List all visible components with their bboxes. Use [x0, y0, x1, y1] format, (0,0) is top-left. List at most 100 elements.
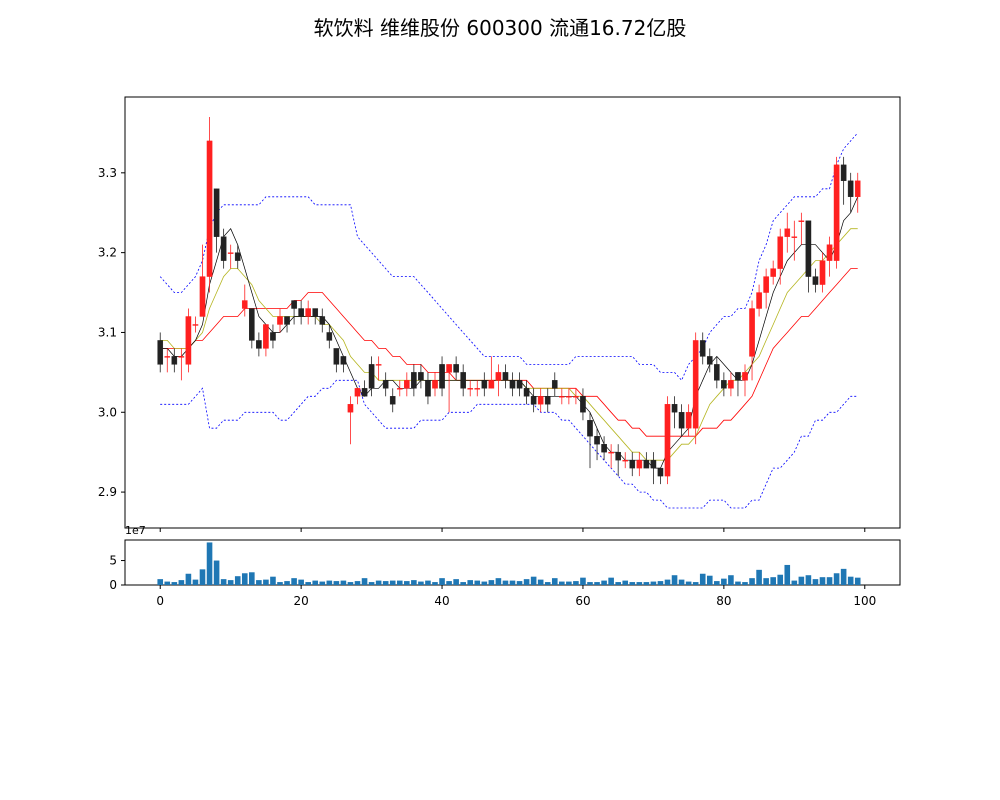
volume-bar — [361, 578, 368, 585]
candle-body — [256, 340, 262, 349]
volume-bar — [608, 577, 614, 585]
volume-bar — [495, 578, 502, 585]
candle-body — [544, 396, 551, 405]
candle-body — [671, 404, 678, 413]
volume-bar — [749, 578, 755, 585]
volume-bar — [178, 580, 185, 585]
volume-bar — [537, 579, 544, 585]
candle-body — [770, 268, 776, 277]
volume-bar — [692, 582, 699, 585]
volume-bar — [298, 579, 304, 585]
volume-bar — [516, 581, 523, 585]
price-ytick-label: 2.9 — [98, 485, 117, 499]
volume-bar — [347, 582, 354, 585]
volume-xtick-label: 20 — [293, 594, 308, 608]
volume-bar — [389, 580, 396, 585]
candle-body — [178, 356, 185, 358]
candle-body — [495, 372, 502, 381]
volume-bar — [615, 582, 621, 585]
candle-body — [530, 396, 537, 405]
volume-bar — [699, 573, 706, 585]
volume-bar — [826, 577, 833, 585]
candle-body — [714, 364, 720, 381]
candle-body — [756, 292, 762, 309]
candle-body — [699, 340, 706, 357]
candle-body — [706, 356, 713, 365]
volume-bar — [812, 579, 819, 585]
volume-bar — [657, 581, 664, 585]
candle-body — [270, 332, 276, 341]
candle-body — [840, 164, 847, 182]
volume-bar — [587, 582, 593, 585]
volume-bar — [312, 580, 319, 585]
volume-bar — [418, 581, 424, 585]
candle-body — [354, 388, 361, 397]
candle-body — [249, 308, 255, 341]
volume-bar — [643, 582, 650, 585]
ma-short-line — [160, 196, 859, 469]
candle-body — [418, 372, 424, 381]
volume-bar — [164, 581, 171, 585]
volume-bar — [340, 580, 347, 585]
candle-body — [361, 388, 368, 397]
volume-bar — [650, 581, 657, 585]
candle-body — [319, 316, 326, 325]
volume-bar — [784, 564, 791, 585]
candle-body — [241, 300, 248, 309]
candle-body — [326, 332, 333, 341]
volume-bar — [721, 578, 727, 585]
volume-bar — [502, 580, 509, 585]
volume-bar — [601, 580, 607, 585]
volume-bar — [375, 580, 382, 585]
volume-bar — [770, 577, 776, 585]
price-ytick-label: 3.0 — [98, 405, 117, 419]
candle-body — [826, 244, 833, 261]
volume-bar — [284, 581, 290, 585]
volume-bar — [368, 582, 375, 585]
candle-body — [432, 380, 438, 389]
candle-body — [312, 308, 319, 317]
candle-body — [263, 324, 269, 349]
candle-body — [678, 412, 685, 429]
candle-body — [298, 308, 304, 317]
volume-bar — [636, 582, 643, 585]
candle-body — [594, 436, 600, 445]
volume-bar — [206, 542, 213, 585]
candle-body — [587, 420, 593, 437]
volume-bar — [840, 568, 847, 585]
candle-body — [650, 459, 657, 469]
candle-body — [213, 188, 220, 237]
volume-bar — [171, 582, 178, 585]
volume-bar — [481, 581, 488, 585]
volume-bar — [530, 576, 537, 585]
candle-body — [601, 443, 607, 453]
candle-body — [340, 356, 347, 365]
volume-bar — [453, 579, 459, 585]
volume-xtick-label: 60 — [575, 594, 590, 608]
volume-bar — [192, 579, 199, 585]
candle-body — [537, 396, 544, 405]
candle-body — [333, 348, 340, 365]
volume-bar — [467, 580, 474, 585]
volume-bar — [791, 580, 798, 585]
volume-bar — [291, 578, 297, 585]
candle-body — [157, 340, 164, 365]
chart-title: 软饮料 维维股份 600300 流通16.72亿股 — [313, 16, 687, 40]
candle-body — [227, 252, 234, 254]
candle-body — [375, 364, 382, 366]
candle-body — [791, 236, 798, 238]
volume-bar — [432, 582, 438, 585]
candle-body — [164, 356, 171, 358]
candle-body — [763, 276, 769, 293]
candle-body — [833, 164, 840, 261]
volume-bar — [854, 577, 861, 585]
candle-body — [305, 308, 311, 317]
volume-bar — [805, 575, 812, 585]
candle-body — [608, 451, 614, 454]
candle-body — [453, 364, 459, 373]
candle-body — [721, 380, 727, 389]
candle-body — [474, 388, 481, 390]
volume-bar — [446, 581, 452, 585]
volume-bar — [833, 573, 840, 585]
candle-body — [502, 372, 509, 381]
